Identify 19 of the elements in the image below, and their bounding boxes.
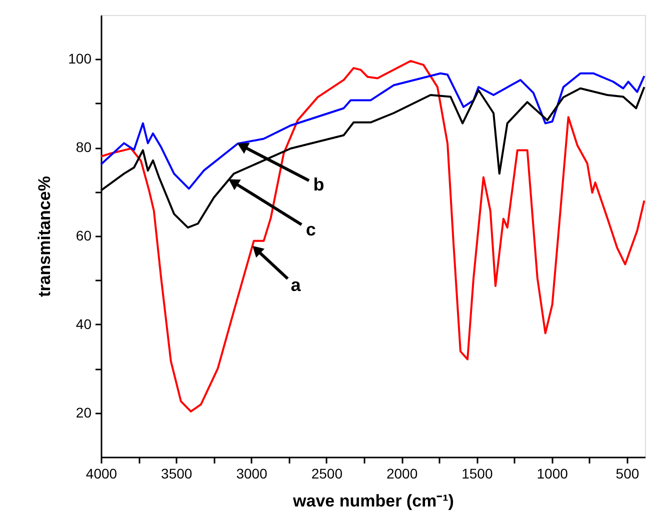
annotation: b <box>313 174 324 195</box>
y-tick-label: 40 <box>76 316 92 332</box>
x-tick-label: 1000 <box>536 466 568 482</box>
y-tick-label: 20 <box>76 404 92 420</box>
x-tick-label: 3500 <box>161 466 192 482</box>
annotation: c <box>306 219 316 240</box>
x-tick-label: 1500 <box>462 466 493 482</box>
x-tick-label: 3000 <box>236 466 268 482</box>
y-tick-label: 60 <box>76 228 92 244</box>
y-axis-title: transmitance% <box>35 176 54 297</box>
x-axis-title: wave number (cm⁻¹) <box>292 492 454 510</box>
x-tick-label: 500 <box>616 466 640 482</box>
line-series <box>100 72 646 190</box>
x-tick-label: 4000 <box>86 466 118 482</box>
annotation: a <box>290 275 302 296</box>
y-tick-label: 100 <box>68 50 92 67</box>
y-tick-label: 80 <box>76 139 92 156</box>
x-tick-label: 2000 <box>386 466 418 482</box>
x-tick-label: 2500 <box>311 466 343 482</box>
